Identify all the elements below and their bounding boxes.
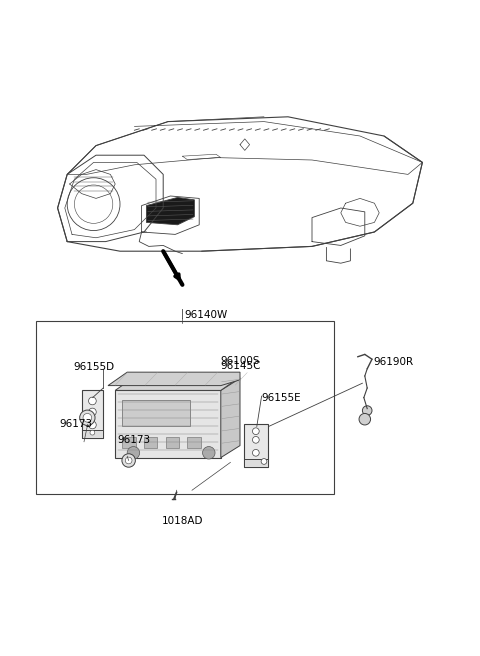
- Bar: [36, 321, 334, 493]
- Bar: [144, 438, 157, 448]
- Text: 96173: 96173: [118, 435, 151, 445]
- Text: 96155E: 96155E: [262, 392, 301, 403]
- Bar: [82, 430, 103, 438]
- Bar: [187, 438, 201, 448]
- Circle shape: [203, 447, 215, 459]
- Circle shape: [362, 406, 372, 415]
- Text: 96155D: 96155D: [73, 362, 114, 373]
- Polygon shape: [108, 372, 240, 386]
- Polygon shape: [221, 379, 240, 458]
- Text: 96145C: 96145C: [221, 361, 261, 371]
- Bar: [122, 400, 190, 426]
- Circle shape: [125, 457, 132, 464]
- Bar: [166, 438, 179, 448]
- Circle shape: [90, 430, 95, 435]
- Circle shape: [80, 410, 95, 426]
- Polygon shape: [115, 377, 240, 390]
- Bar: [244, 459, 268, 467]
- Bar: [244, 424, 268, 467]
- Text: 1018AD: 1018AD: [162, 516, 203, 526]
- Text: 96100S: 96100S: [221, 356, 260, 365]
- Text: 96190R: 96190R: [373, 357, 414, 367]
- Circle shape: [83, 413, 92, 422]
- Circle shape: [122, 454, 135, 467]
- Text: 96173: 96173: [59, 419, 93, 429]
- Circle shape: [261, 459, 267, 464]
- Bar: [82, 390, 103, 438]
- Circle shape: [88, 397, 96, 405]
- Circle shape: [127, 447, 140, 459]
- Circle shape: [252, 449, 259, 456]
- Bar: [122, 438, 136, 448]
- Polygon shape: [146, 197, 194, 225]
- Circle shape: [252, 428, 259, 434]
- Circle shape: [88, 421, 96, 429]
- Circle shape: [252, 436, 259, 443]
- Circle shape: [359, 413, 371, 425]
- Circle shape: [88, 408, 96, 416]
- Polygon shape: [115, 390, 221, 458]
- Text: 96140W: 96140W: [185, 310, 228, 319]
